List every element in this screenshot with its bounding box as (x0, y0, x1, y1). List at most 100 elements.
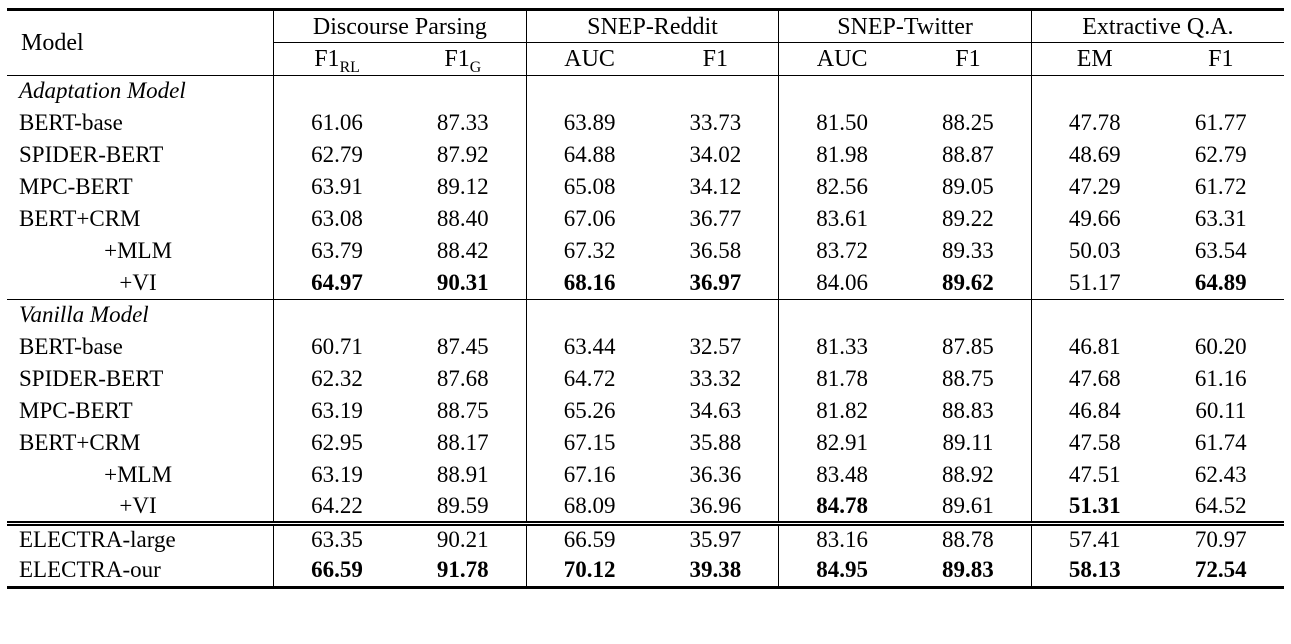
model-cell: +VI (119, 269, 157, 295)
value-cell: 60.71 (273, 331, 400, 364)
value-cell: 62.32 (273, 363, 400, 396)
value-cell: 32.57 (689, 334, 742, 360)
empty-cell (1158, 76, 1284, 108)
model-cell: SPIDER-BERT (19, 366, 164, 392)
group-header: SNEP-Reddit (525, 9, 779, 43)
value-cell: 34.63 (689, 398, 742, 424)
value-cell: 88.92 (942, 462, 994, 488)
model-cell: ELECTRA-large (7, 521, 274, 556)
value-cell: 62.95 (273, 427, 400, 460)
value-cell: 34.12 (689, 174, 742, 200)
empty-cell (778, 299, 906, 332)
empty-cell (652, 299, 779, 332)
value-cell: 63.44 (525, 331, 653, 364)
value-cell: 64.22 (273, 491, 400, 524)
value-cell: 87.33 (436, 110, 489, 136)
model-cell: ELECTRA-our (19, 557, 161, 583)
value-cell: 88.83 (942, 398, 994, 424)
section-title-cell: Adaptation Model (19, 78, 186, 104)
value-cell: 67.15 (525, 427, 653, 460)
metric-label: F1 (955, 46, 981, 72)
value-cell: 84.78 (778, 491, 906, 524)
metric-column-header: F1 (1157, 42, 1284, 76)
value-cell: 64.88 (525, 139, 653, 172)
metric-column-header: F1RL (273, 42, 400, 76)
value-cell: 89.33 (942, 238, 994, 264)
value-cell: 64.89 (1194, 269, 1247, 295)
value-cell: 46.84 (1030, 395, 1158, 428)
value-cell: 87.85 (942, 334, 994, 360)
model-column-header: Model (7, 9, 274, 76)
value-cell: 65.08 (525, 171, 653, 204)
value-cell: 58.13 (1030, 555, 1158, 588)
header-group-row: Model Discourse Parsing SNEP-Reddit SNEP-Tw… (7, 9, 1284, 76)
empty-cell (525, 75, 653, 108)
value-cell: 90.21 (399, 521, 527, 556)
value-cell: 62.79 (273, 139, 400, 172)
table-row: +VI 64.97 90.31 68.16 36.97 84.06 89.62 51.17 64… (7, 267, 1284, 300)
value-cell: 35.97 (652, 521, 779, 556)
value-cell: 81.50 (778, 107, 906, 140)
value-cell: 88.25 (942, 110, 994, 136)
group-header: SNEP-Twitter (778, 9, 1032, 43)
value-cell: 70.97 (1157, 521, 1284, 556)
table-row: BERT+CRM 62.95 88.17 67.15 35.88 82.91 89.11 47… (7, 427, 1284, 460)
group-header: Extractive Q.A. (1030, 9, 1284, 43)
section-title-row: Adaptation Model (7, 75, 1284, 108)
value-cell: 89.61 (942, 492, 994, 518)
model-cell: BERT+CRM (19, 206, 141, 232)
value-cell: 36.58 (689, 238, 742, 264)
model-cell: BERT+CRM (19, 430, 141, 456)
value-cell: 81.78 (778, 363, 906, 396)
metric-label: EM (1076, 46, 1113, 72)
value-cell: 61.74 (1194, 430, 1247, 456)
value-cell: 88.87 (942, 142, 994, 168)
value-cell: 63.19 (273, 395, 400, 428)
value-cell: 70.12 (525, 555, 653, 588)
empty-cell (273, 299, 400, 332)
value-cell: 89.11 (942, 430, 994, 456)
value-cell: 91.78 (436, 557, 489, 583)
table-row: MPC-BERT 63.19 88.75 65.26 34.63 81.82 88.83 46… (7, 395, 1284, 428)
empty-cell (1030, 75, 1158, 108)
value-cell: 88.91 (436, 462, 489, 488)
metric-label: F1 (702, 46, 729, 72)
value-cell: 89.12 (436, 174, 489, 200)
metric-column-header: EM (1030, 42, 1158, 76)
table-row: +MLM 63.19 88.91 67.16 36.36 83.48 88.92 47.51 6… (7, 459, 1284, 492)
metric-column-header: F1 (905, 42, 1032, 76)
value-cell: 64.97 (273, 267, 400, 300)
value-cell: 83.61 (778, 203, 906, 236)
table-row: +VI 64.22 89.59 68.09 36.96 84.78 89.61 51.31 64… (7, 491, 1284, 524)
value-cell: 88.17 (436, 430, 489, 456)
value-cell: 47.58 (1030, 427, 1158, 460)
metric-column-header: F1 (652, 42, 779, 76)
table-row: +MLM 63.79 88.42 67.32 36.58 83.72 89.33 50.03 6… (7, 235, 1284, 268)
empty-cell (400, 76, 526, 108)
value-cell: 36.96 (689, 492, 742, 518)
value-cell: 82.56 (778, 171, 906, 204)
value-cell: 83.72 (778, 235, 906, 268)
model-cell: SPIDER-BERT (19, 142, 164, 168)
value-cell: 89.62 (942, 269, 994, 295)
table-body: Adaptation Model BERT-base 61.06 87.33 63.89… (7, 75, 1284, 588)
table-row: ELECTRA-our 66.59 91.78 70.12 39.38 84.95 89.8… (7, 555, 1284, 588)
value-cell: 47.78 (1030, 107, 1158, 140)
value-cell: 47.68 (1030, 363, 1158, 396)
metric-label: AUC (816, 46, 868, 72)
value-cell: 61.16 (1194, 366, 1247, 392)
value-cell: 51.17 (1030, 267, 1158, 300)
model-cell: +VI (119, 492, 157, 518)
metric-column-header: F1G (399, 42, 527, 76)
value-cell: 47.51 (1030, 459, 1158, 492)
empty-cell (1157, 299, 1284, 332)
value-cell: 84.95 (778, 555, 906, 588)
value-cell: 50.03 (1030, 235, 1158, 268)
model-cell: +MLM (104, 462, 173, 488)
empty-cell (778, 75, 906, 108)
value-cell: 89.83 (942, 557, 994, 583)
value-cell: 67.32 (525, 235, 653, 268)
value-cell: 89.05 (942, 174, 994, 200)
value-cell: 63.91 (273, 171, 400, 204)
value-cell: 51.31 (1030, 491, 1158, 524)
